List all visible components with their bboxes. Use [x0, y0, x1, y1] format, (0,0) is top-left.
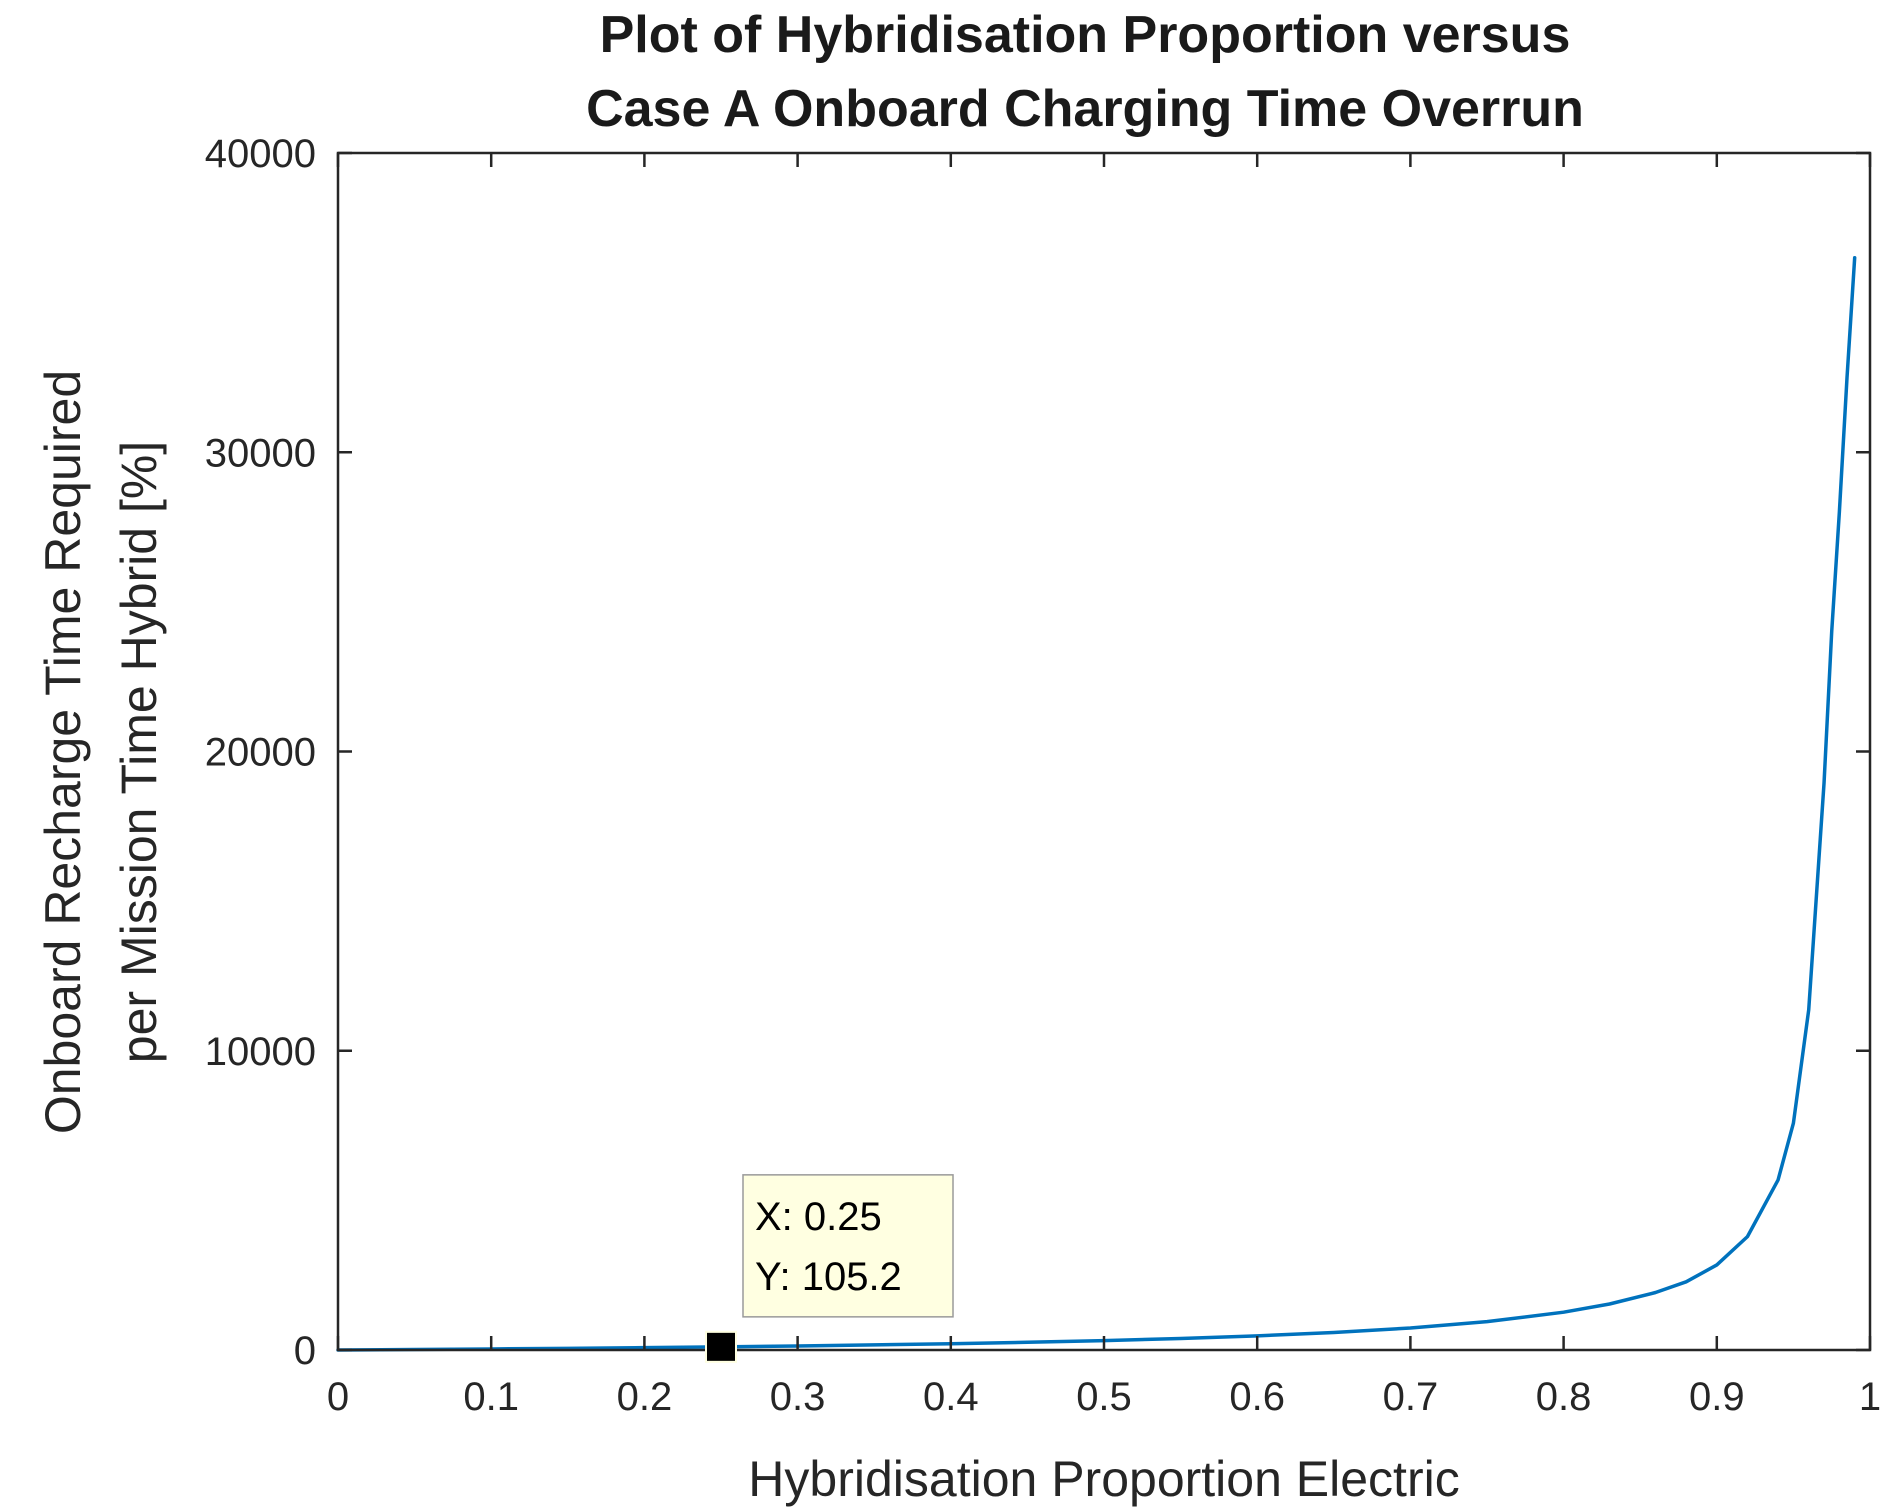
y-tick-label: 20000 [205, 731, 316, 775]
x-tick-label: 1 [1859, 1375, 1881, 1419]
plot-area [336, 151, 1872, 1352]
chart-title-line2: Case A Onboard Charging Time Overrun [586, 80, 1584, 138]
y-axis-label: Onboard Recharge Time Required per Missi… [35, 370, 167, 1134]
x-tick-label: 0.1 [463, 1375, 519, 1419]
datatip[interactable]: X: 0.25 Y: 105.2 [705, 1174, 954, 1363]
x-tick-label: 0.6 [1229, 1375, 1285, 1419]
x-axis-label: Hybridisation Proportion Electric [748, 1451, 1459, 1507]
x-tick-label: 0.9 [1689, 1375, 1745, 1419]
x-tick-label: 0.5 [1076, 1375, 1132, 1419]
x-tick-label: 0.8 [1536, 1375, 1592, 1419]
x-tick-label: 0.7 [1383, 1375, 1439, 1419]
x-tick-label: 0 [327, 1375, 349, 1419]
y-axis-label-line2: per Mission Time Hybrid [%] [111, 441, 167, 1063]
y-tick-label: 0 [294, 1329, 316, 1373]
datatip-box [742, 1174, 954, 1318]
x-tick-label: 0.4 [923, 1375, 979, 1419]
y-tick-label: 30000 [205, 431, 316, 475]
ticks-layer [336, 151, 1872, 1352]
y-axis-label-line1: Onboard Recharge Time Required [35, 370, 91, 1134]
datatip-x-text: X: 0.25 [755, 1195, 882, 1239]
axes-background [338, 153, 1870, 1350]
datatip-marker[interactable] [705, 1330, 737, 1363]
x-tick-label: 0.3 [770, 1375, 826, 1419]
chart-title-line1: Plot of Hybridisation Proportion versus [600, 6, 1571, 64]
y-tick-label: 40000 [205, 132, 316, 176]
y-tick-label: 10000 [205, 1030, 316, 1074]
tick-labels: 0 0.1 0.2 0.3 0.4 0.5 0.6 0.7 0.8 0.9 1 0 10000 20000… [205, 132, 1881, 1419]
datatip-y-text: Y: 105.2 [755, 1255, 902, 1299]
x-tick-label: 0.2 [617, 1375, 673, 1419]
